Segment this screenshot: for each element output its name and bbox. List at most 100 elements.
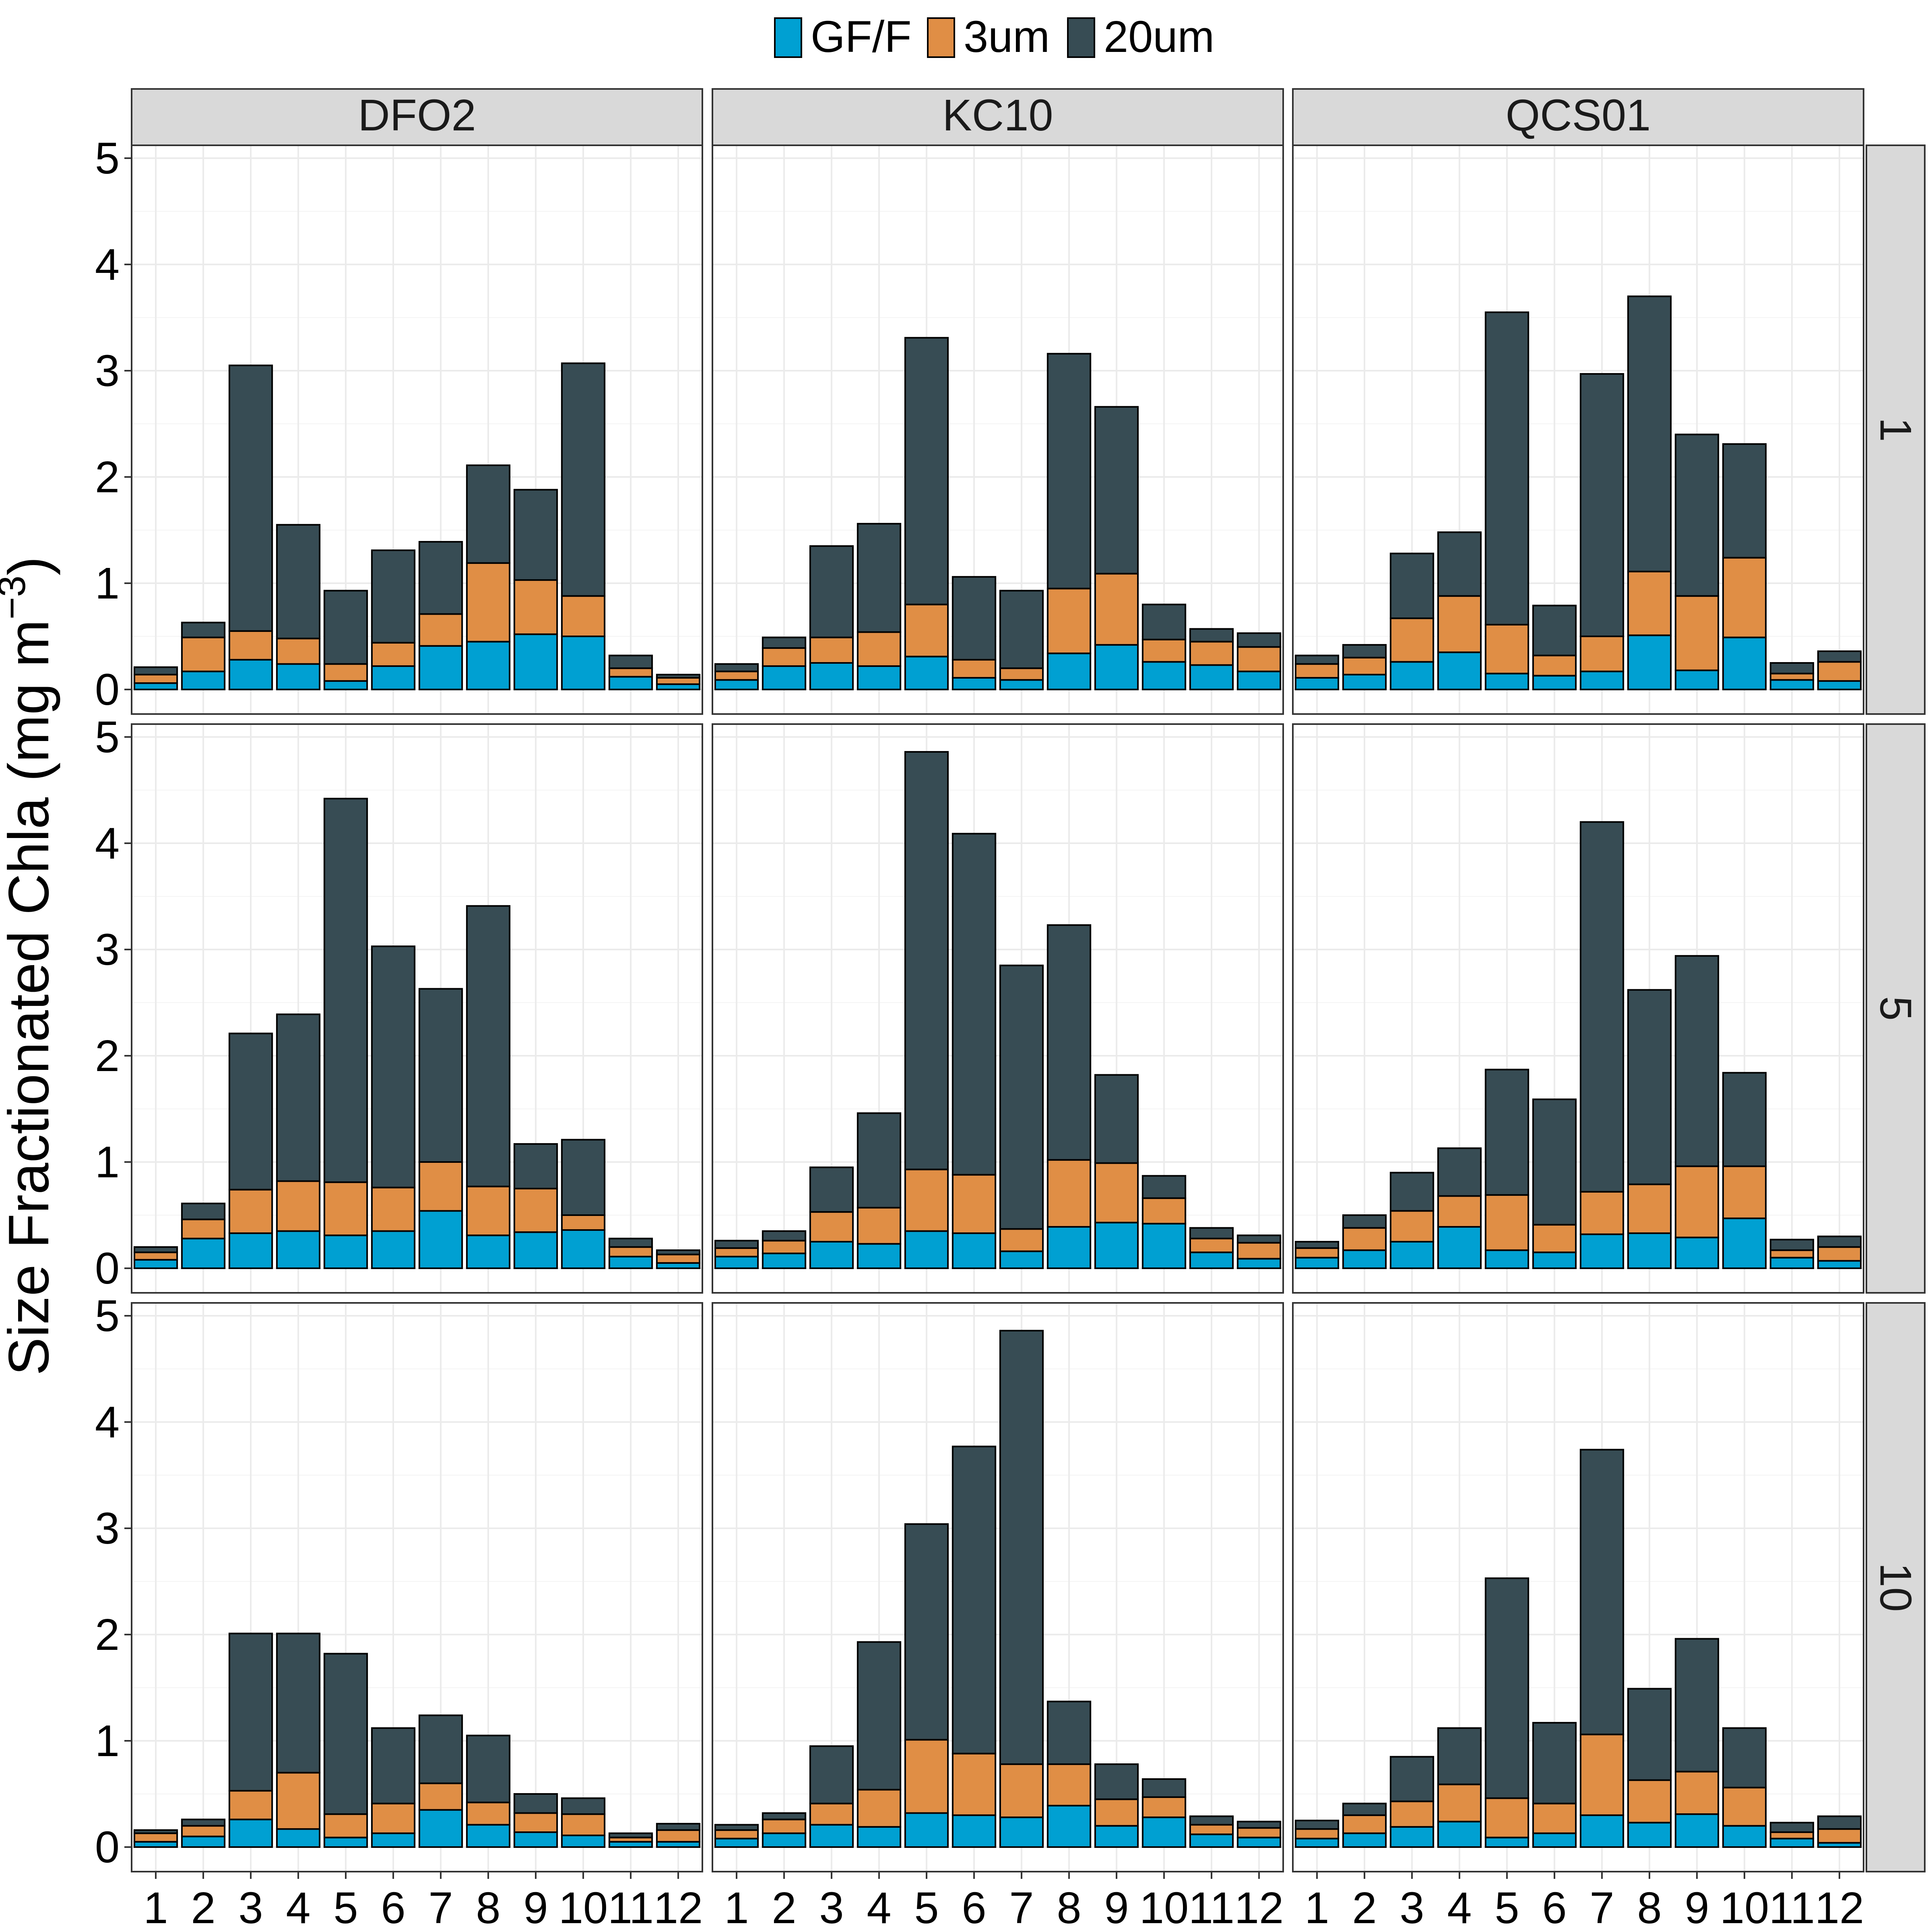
bar-3um	[809, 1211, 854, 1243]
bar-3um	[656, 677, 701, 685]
bar-gff	[323, 1837, 368, 1848]
panel-border	[1292, 1302, 1864, 1872]
column-strip-label: DFO2	[358, 91, 476, 140]
x-tick-label: 7	[1009, 1883, 1034, 1932]
bar-20um	[1046, 924, 1092, 1161]
bar-gff	[561, 1229, 606, 1269]
bar-3um	[1722, 557, 1767, 638]
bar-20um	[1674, 1638, 1719, 1773]
bar-gff	[1236, 1837, 1282, 1848]
x-tick-label: 2	[1352, 1883, 1377, 1932]
bar-20um	[228, 1633, 273, 1792]
y-tick-label: 3	[95, 1504, 120, 1553]
x-tick-label: 1	[724, 1883, 749, 1932]
bar-20um	[1294, 1241, 1340, 1249]
y-axis-title: Size Fractionated Chla (mg m−3)	[0, 557, 61, 1376]
bar-3um	[133, 674, 178, 684]
y-tick-label: 1	[95, 1137, 120, 1187]
bar-gff	[228, 1818, 273, 1848]
bar-20um	[513, 1793, 558, 1814]
bar-20um	[656, 674, 701, 679]
bar-gff	[466, 1824, 511, 1848]
bar-gff	[1484, 1837, 1530, 1848]
bar-3um	[1532, 1224, 1577, 1253]
bar-3um	[999, 667, 1044, 681]
x-tick-label: 3	[819, 1883, 844, 1932]
bar-20um	[809, 545, 854, 638]
bar-gff	[1389, 1826, 1435, 1848]
bar-20um	[418, 988, 463, 1163]
bar-gff	[1141, 661, 1187, 690]
bar-3um	[809, 636, 854, 664]
bar-20um	[952, 1445, 997, 1754]
bar-gff	[1342, 674, 1387, 691]
x-tick-label: 7	[1589, 1883, 1614, 1932]
bar-20um	[1389, 553, 1435, 619]
bar-20um	[1484, 1577, 1530, 1799]
bar-gff	[323, 1234, 368, 1269]
bar-3um	[323, 1181, 368, 1236]
bar-3um	[1627, 1183, 1672, 1234]
bar-gff	[1817, 1260, 1862, 1269]
bar-20um	[857, 523, 902, 633]
bar-3um	[1627, 570, 1672, 636]
bar-3um	[999, 1763, 1044, 1818]
bar-20um	[857, 1112, 902, 1209]
bar-20um	[1674, 433, 1719, 597]
bar-20um	[181, 1202, 226, 1220]
panel-border	[712, 144, 1284, 715]
panel-dfo2-row-5: 0 1 2 3 4 5	[95, 712, 703, 1294]
legend-label-gff: GF/F	[811, 12, 912, 62]
bar-gff	[561, 636, 606, 690]
bar-gff	[1141, 1816, 1187, 1848]
bar-gff	[181, 671, 226, 690]
bar-20um	[466, 1734, 511, 1804]
y-tick-label: 0	[95, 1823, 120, 1872]
bar-gff	[1722, 636, 1767, 691]
bar-20um	[1236, 1234, 1282, 1244]
bar-20um	[418, 541, 463, 615]
bar-3um	[1722, 1165, 1767, 1219]
bar-gff	[418, 645, 463, 691]
bar-20um	[1236, 1821, 1282, 1829]
bar-gff	[904, 1230, 949, 1269]
bar-20um	[181, 1818, 226, 1827]
bar-3um	[1094, 573, 1139, 646]
bar-gff	[857, 1243, 902, 1269]
bar-3um	[371, 642, 416, 667]
y-tick-label: 2	[95, 452, 120, 502]
bar-3um	[762, 1818, 807, 1834]
bar-3um	[952, 1752, 997, 1816]
row-strip-10	[1866, 1302, 1926, 1872]
bar-gff	[1294, 1257, 1340, 1269]
bar-3um	[276, 1180, 321, 1232]
bar-gff	[1389, 661, 1435, 690]
bar-gff	[1437, 1226, 1482, 1269]
bar-3um	[1484, 1797, 1530, 1839]
bar-3um	[1046, 588, 1092, 654]
bar-gff	[952, 1232, 997, 1269]
bar-20um	[276, 524, 321, 640]
bar-20um	[323, 590, 368, 665]
bar-3um	[513, 579, 558, 635]
bar-3um	[1579, 1734, 1624, 1816]
x-tick-label: 3	[238, 1883, 263, 1932]
bar-3um	[1437, 1195, 1482, 1228]
bar-20um	[1722, 1727, 1767, 1789]
x-tick-label: 10	[1139, 1883, 1189, 1932]
bar-3um	[904, 603, 949, 658]
x-tick-label: 9	[1104, 1883, 1129, 1932]
bar-gff	[904, 656, 949, 691]
panel-border	[131, 144, 703, 715]
bar-20um	[466, 464, 511, 564]
bar-20um	[1817, 1815, 1862, 1830]
bar-20um	[1094, 1763, 1139, 1800]
x-tick-label: 8	[476, 1883, 500, 1932]
bar-gff	[181, 1238, 226, 1269]
y-tick-label: 4	[95, 1397, 120, 1447]
bar-gff	[513, 1231, 558, 1269]
bar-gff	[952, 1814, 997, 1848]
bar-gff	[1294, 677, 1340, 690]
bar-3um	[1342, 1814, 1387, 1834]
bar-3um	[999, 1228, 1044, 1252]
